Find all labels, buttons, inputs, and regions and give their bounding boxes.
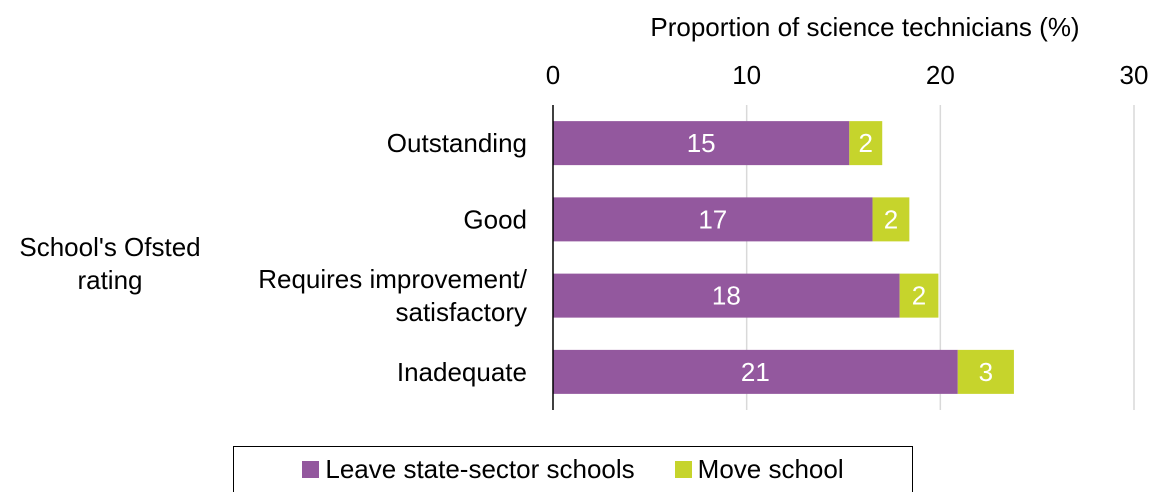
bar-leave-state-sector [553,121,850,166]
category-labels: Outstanding Good Requires improvement/sati… [258,128,528,387]
category-label: Inadequate [397,357,527,387]
bars: 15 2 17 2 18 2 21 3 [553,121,1014,394]
data-label: 21 [741,357,770,387]
data-label: 2 [859,128,873,158]
legend-swatch-move [674,461,692,478]
x-tick-label: 30 [1120,60,1149,90]
category-label: Good [463,204,527,234]
bar-chart: Proportion of science technicians (%) Sc… [19,12,1149,410]
legend-swatch-leave [302,461,320,478]
x-axis-title: Proportion of science technicians (%) [650,12,1079,42]
bar-move-school [957,349,1014,394]
x-tick-label: 10 [732,60,761,90]
bar-move-school [849,121,883,166]
legend-label-move: Move school [697,454,844,484]
category-label: Requires improvement/ [258,264,528,294]
y-axis-title-line: rating [77,265,142,295]
bar-move-school [872,197,910,242]
bar-leave-state-sector [553,197,873,242]
legend: Leave state-sector schools Move school [233,446,913,492]
y-axis-title-line: School's Ofsted [19,232,200,262]
data-label: 18 [712,281,741,311]
x-tick-label: 20 [926,60,955,90]
legend-item-leave: Leave state-sector schools [302,454,635,485]
bar-leave-state-sector [553,273,900,318]
data-label: 2 [912,281,926,311]
data-label: 3 [979,357,993,387]
category-label: Outstanding [387,128,527,158]
data-label: 2 [884,204,898,234]
legend-label-leave: Leave state-sector schools [325,454,635,484]
bar-move-school [899,273,939,318]
bar-leave-state-sector [553,349,958,394]
category-label: satisfactory [396,297,528,327]
legend-item-move: Move school [674,454,844,485]
data-label: 15 [687,128,716,158]
data-label: 17 [698,204,727,234]
x-tick-label: 0 [546,60,560,90]
x-axis-ticks: 0 10 20 30 [546,60,1149,90]
